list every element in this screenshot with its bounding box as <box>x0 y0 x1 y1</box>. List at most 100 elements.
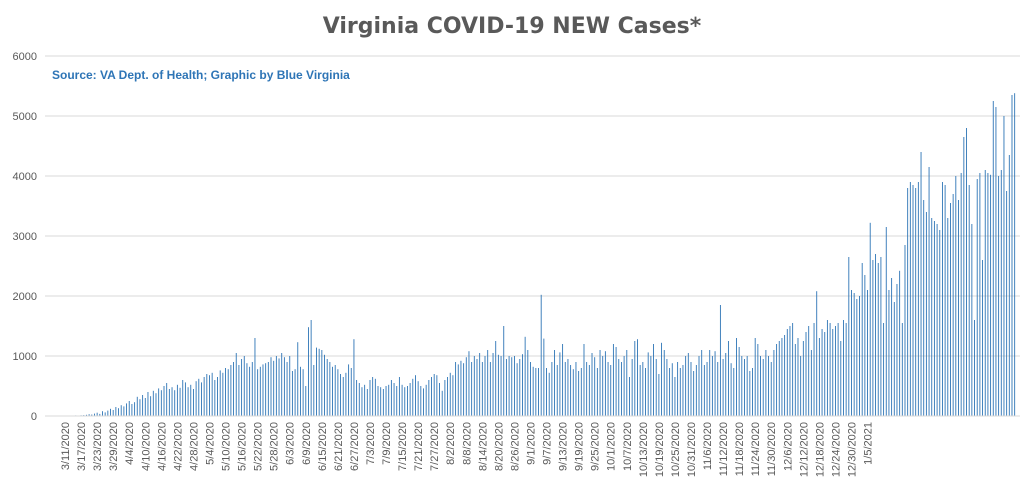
y-tick-label: 1000 <box>13 351 37 363</box>
bar <box>219 370 221 416</box>
bar <box>233 362 235 416</box>
x-tick-label: 12/30/2020 <box>846 422 858 477</box>
y-tick-label: 6000 <box>13 51 37 63</box>
bar <box>291 371 293 416</box>
bar <box>583 344 585 416</box>
bar <box>933 221 935 416</box>
bar <box>158 388 160 416</box>
bar <box>85 414 87 416</box>
bar <box>305 386 307 416</box>
bar <box>540 294 542 416</box>
bar <box>925 212 927 416</box>
bar <box>843 320 844 416</box>
bar <box>637 339 638 416</box>
bar <box>899 270 901 416</box>
bar <box>519 359 521 416</box>
bar <box>888 290 890 416</box>
y-tick-label: 2000 <box>13 291 37 303</box>
bar <box>444 380 446 416</box>
bar <box>738 347 740 416</box>
bar <box>230 365 232 416</box>
x-tick-label: 8/14/2020 <box>477 422 489 471</box>
bar <box>131 404 133 416</box>
bar <box>596 368 598 416</box>
bar <box>982 260 984 416</box>
bar <box>979 173 981 416</box>
x-tick-label: 8/20/2020 <box>493 422 505 471</box>
bar <box>554 350 556 416</box>
bar <box>645 368 646 416</box>
bar <box>655 359 657 416</box>
bar <box>152 390 154 416</box>
x-tick-label: 12/24/2020 <box>830 422 842 477</box>
bar <box>104 412 106 416</box>
x-tick-label: 3/29/2020 <box>108 422 120 471</box>
bar <box>324 354 325 416</box>
bar <box>984 170 986 416</box>
bar <box>757 344 759 416</box>
bar <box>674 377 676 416</box>
bar <box>227 369 229 416</box>
bar <box>800 356 802 416</box>
bar <box>281 353 283 416</box>
bar <box>1011 95 1013 416</box>
bar <box>118 408 119 416</box>
bar <box>690 362 692 416</box>
bar <box>912 185 914 416</box>
bar <box>856 299 858 416</box>
bar <box>968 185 970 416</box>
bar <box>211 372 213 416</box>
bar <box>535 368 537 416</box>
bar <box>829 323 831 416</box>
bar <box>495 341 497 416</box>
bar <box>661 342 663 416</box>
bar <box>262 364 264 416</box>
x-tick-label: 5/16/2020 <box>237 422 249 471</box>
bar <box>778 341 780 416</box>
bar <box>447 377 449 416</box>
bar <box>144 398 146 416</box>
bar <box>818 338 820 416</box>
bar <box>420 386 422 416</box>
bar <box>235 353 237 416</box>
bar <box>241 359 243 416</box>
bar <box>599 350 601 416</box>
bar <box>431 377 432 416</box>
bar <box>334 365 336 416</box>
bar <box>139 399 141 416</box>
bar <box>382 389 384 416</box>
x-tick-label: 6/27/2020 <box>349 422 361 471</box>
bar <box>666 359 668 416</box>
bar <box>206 374 208 416</box>
x-tick-label: 7/3/2020 <box>365 422 377 465</box>
bar <box>944 185 946 416</box>
x-tick-label: 4/16/2020 <box>156 422 168 471</box>
bar <box>578 371 580 416</box>
bar <box>685 356 687 416</box>
bar <box>893 302 895 416</box>
y-tick-label: 4000 <box>13 171 37 183</box>
bar <box>762 359 764 416</box>
bar <box>487 350 489 416</box>
bar <box>1003 116 1005 416</box>
bar <box>931 218 933 416</box>
x-tick-label: 11/24/2020 <box>750 422 762 476</box>
bar <box>340 374 342 416</box>
bar <box>837 323 839 416</box>
bar <box>366 389 368 416</box>
bar <box>267 362 269 416</box>
bar <box>160 390 162 416</box>
bar <box>901 323 903 416</box>
bar <box>174 390 176 416</box>
bar <box>976 179 978 416</box>
bar <box>318 348 320 416</box>
bar <box>530 362 531 416</box>
bar <box>851 290 852 416</box>
y-tick-label: 5000 <box>13 111 37 123</box>
x-tick-label: 4/10/2020 <box>140 422 152 471</box>
bar <box>225 368 226 416</box>
bar <box>214 380 216 416</box>
x-tick-label: 7/27/2020 <box>429 422 441 471</box>
bar <box>736 338 737 416</box>
bar <box>184 382 186 416</box>
